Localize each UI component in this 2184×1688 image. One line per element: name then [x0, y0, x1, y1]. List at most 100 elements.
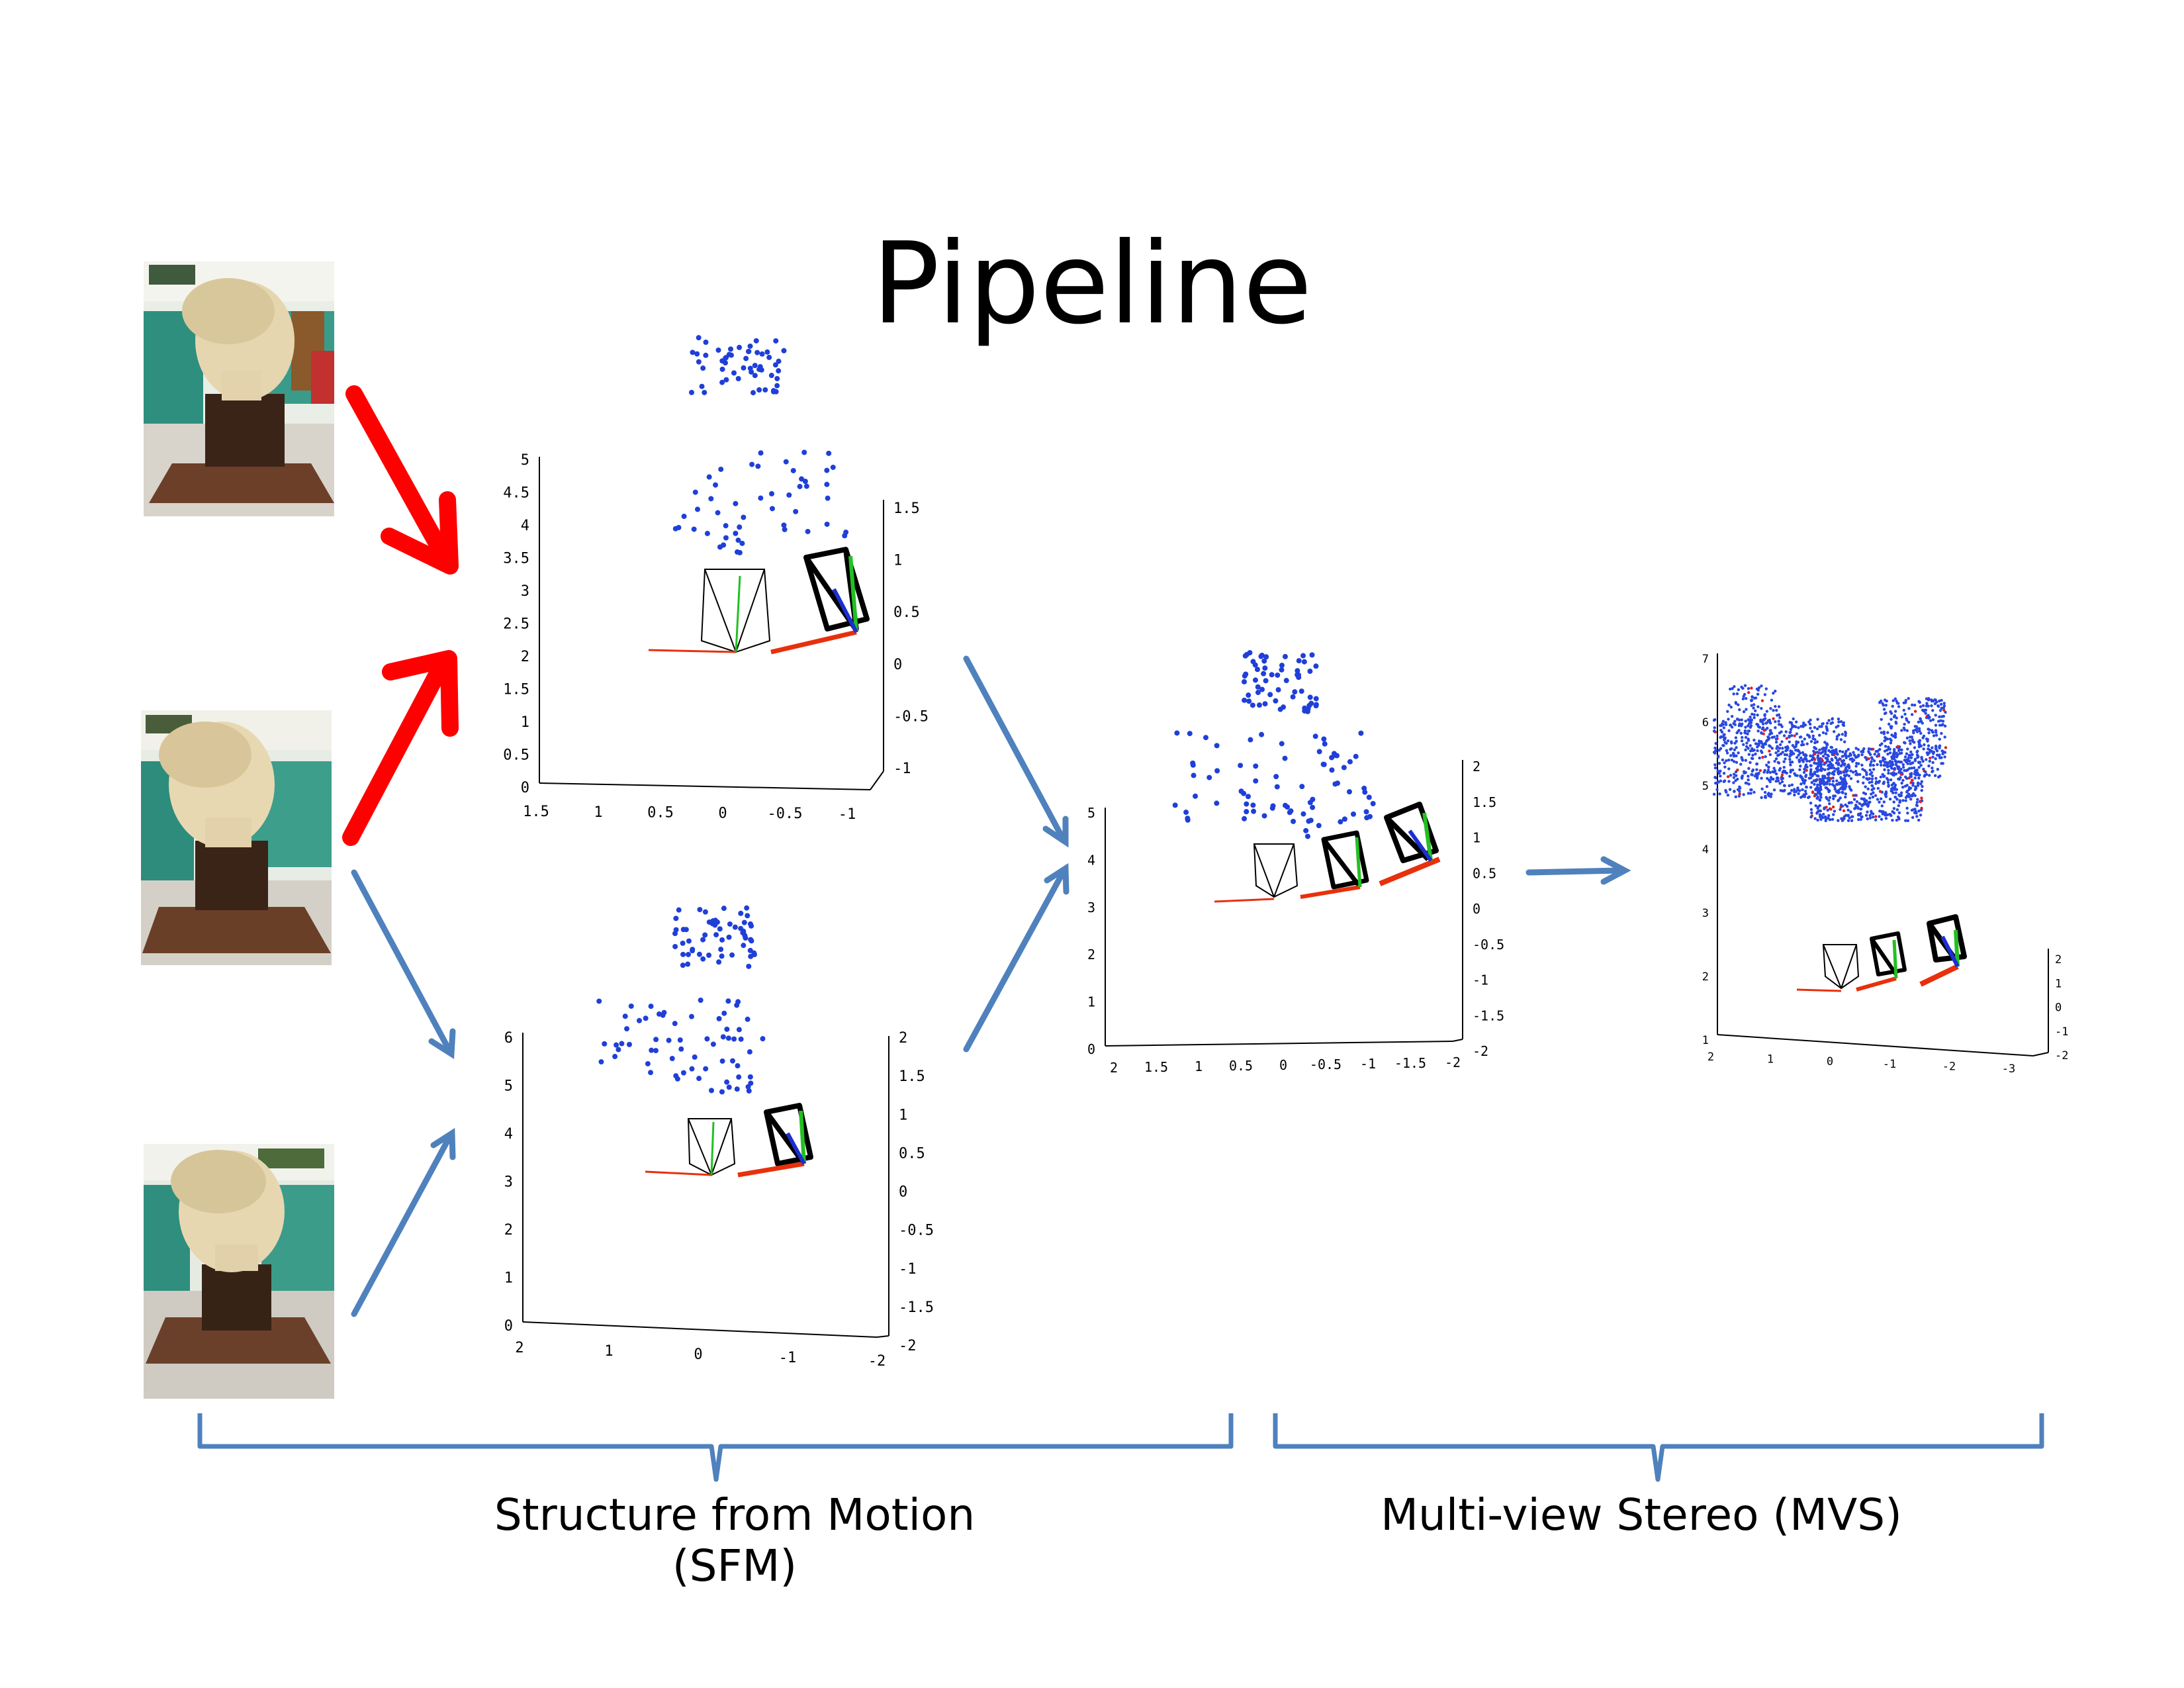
point [1760, 731, 1763, 735]
point [1849, 769, 1852, 773]
point [1850, 819, 1854, 822]
point [1913, 710, 1917, 713]
x-tick-label: -3 [2002, 1062, 2015, 1076]
point [1866, 817, 1869, 821]
point [1255, 690, 1261, 696]
point [1791, 769, 1795, 772]
point [1322, 741, 1328, 747]
point [1772, 691, 1775, 695]
point [1807, 776, 1811, 780]
point [1823, 752, 1827, 756]
point [1905, 729, 1909, 732]
point [1788, 792, 1792, 795]
point [1273, 698, 1279, 704]
point [1769, 707, 1772, 710]
point [1836, 759, 1839, 762]
point [1788, 757, 1792, 761]
point [1734, 702, 1738, 705]
point [1740, 718, 1743, 722]
point [715, 510, 721, 516]
point [719, 379, 725, 385]
point [1890, 755, 1894, 759]
point [1890, 767, 1893, 770]
camera-2-y-axis [1892, 939, 1898, 979]
point [1729, 724, 1733, 727]
y-tick-label: -0.5 [893, 708, 929, 725]
x-tick-label: -1 [1883, 1058, 1896, 1071]
point [622, 1013, 628, 1019]
point [1303, 827, 1309, 833]
point [1816, 769, 1819, 773]
point [1290, 694, 1296, 700]
point [1798, 768, 1801, 772]
point [1916, 771, 1919, 774]
point [1846, 819, 1850, 822]
x-tick-label: 1 [604, 1343, 613, 1360]
point [1872, 786, 1876, 790]
point [1837, 718, 1841, 721]
z-tick-label: 1 [1087, 994, 1095, 1010]
point [1943, 735, 1946, 739]
point [1906, 768, 1909, 772]
point [1884, 795, 1888, 798]
statue-photo-1 [144, 261, 334, 516]
x-tick-label: -2 [1445, 1055, 1461, 1070]
point [1767, 765, 1770, 769]
point [1844, 768, 1847, 771]
point [649, 1047, 655, 1053]
point [1756, 774, 1759, 778]
point [1915, 804, 1919, 807]
point [1921, 704, 1925, 708]
point [1780, 780, 1784, 784]
point [1878, 779, 1882, 783]
point [1762, 729, 1766, 732]
point [1781, 771, 1784, 774]
point [1764, 742, 1768, 746]
point [746, 1088, 752, 1094]
point [699, 383, 705, 389]
z-tick-label: 1 [504, 1270, 513, 1287]
point-cloud [672, 335, 849, 555]
point [702, 932, 708, 938]
point [1174, 730, 1180, 736]
point [770, 389, 776, 395]
point [1751, 773, 1754, 776]
point [1899, 791, 1903, 794]
point [1927, 731, 1931, 735]
point [768, 373, 774, 379]
point [1732, 776, 1736, 779]
point [1747, 753, 1751, 756]
point [1750, 686, 1753, 690]
y-tick-label: 0 [1473, 901, 1480, 917]
point [1818, 769, 1821, 772]
point [1897, 804, 1901, 808]
point [1722, 771, 1726, 775]
point [1894, 791, 1897, 794]
y-tick-label: -1 [899, 1261, 917, 1278]
point [1911, 778, 1914, 782]
point [1729, 740, 1733, 743]
point [1818, 748, 1821, 752]
point [1250, 702, 1255, 708]
point [1778, 769, 1781, 772]
point [1909, 742, 1912, 745]
point [1927, 764, 1931, 768]
point [1846, 808, 1850, 812]
point [1765, 721, 1768, 725]
point [718, 947, 724, 953]
point [1859, 818, 1862, 821]
point [1242, 673, 1248, 679]
point [1275, 687, 1281, 693]
point [1790, 788, 1794, 792]
point [1837, 771, 1840, 774]
point [1889, 813, 1892, 816]
point [1784, 749, 1788, 753]
point [1791, 726, 1794, 729]
point [1829, 808, 1833, 811]
point [1895, 798, 1899, 801]
point [1712, 729, 1716, 733]
point [1887, 771, 1890, 775]
camera-2-icon [1321, 830, 1369, 890]
point [1911, 738, 1915, 741]
point [1928, 759, 1932, 763]
